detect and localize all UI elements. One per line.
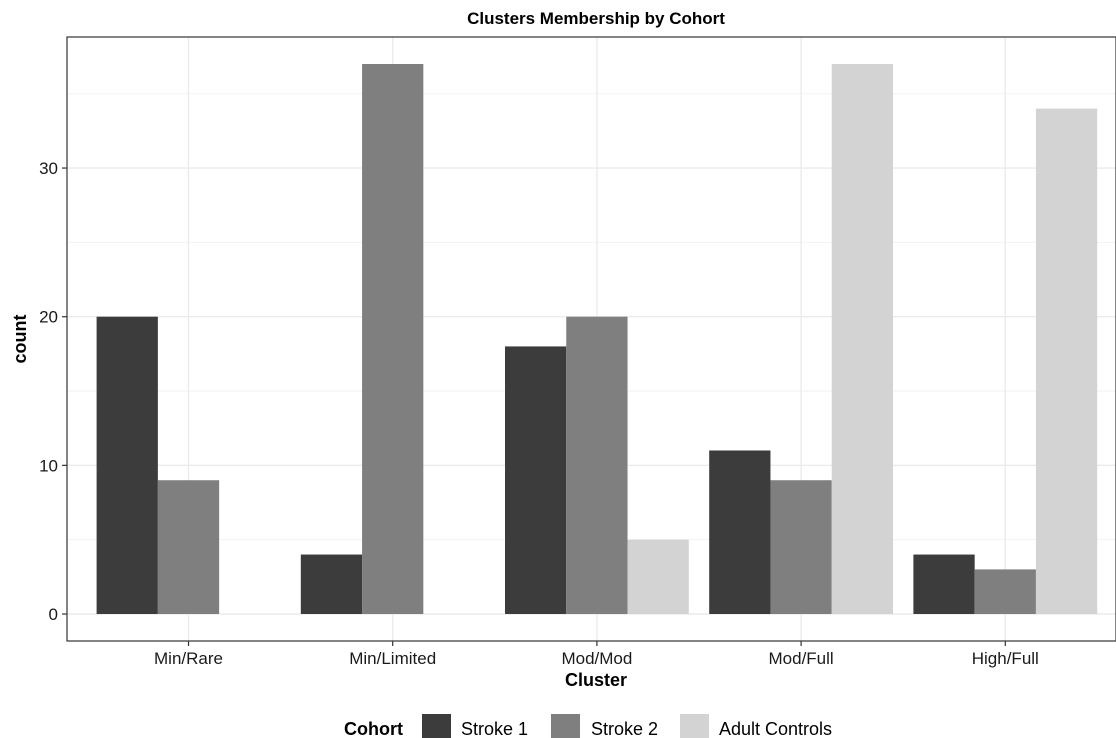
legend-key <box>551 714 580 738</box>
bar <box>913 554 975 614</box>
legend-label: Adult Controls <box>719 719 832 738</box>
legend: Cohort Stroke 1 Stroke 2 Adult Controls <box>344 714 832 738</box>
bar <box>709 450 771 614</box>
y-tick-label: 20 <box>39 308 58 327</box>
x-axis-title: Cluster <box>565 670 627 690</box>
x-tick-label: Mod/Mod <box>561 649 632 668</box>
bar <box>831 64 893 614</box>
bar <box>157 480 220 614</box>
bar <box>96 316 158 614</box>
bar <box>770 480 832 614</box>
legend-key <box>680 714 709 738</box>
y-tick-label: 0 <box>49 605 58 624</box>
y-axis-title: count <box>10 315 30 364</box>
x-tick-label: High/Full <box>972 649 1039 668</box>
bar <box>362 64 424 614</box>
x-axis: Min/Rare Min/Limited Mod/Mod Mod/Full High/F… <box>154 641 1039 668</box>
legend-label: Stroke 2 <box>591 719 658 738</box>
legend-key <box>422 714 451 738</box>
bar <box>627 539 689 614</box>
y-axis: 0 10 20 30 <box>39 159 67 624</box>
y-tick-label: 10 <box>39 456 58 475</box>
y-tick-label: 30 <box>39 159 58 178</box>
chart-title: Clusters Membership by Cohort <box>467 9 725 28</box>
x-tick-label: Mod/Full <box>769 649 834 668</box>
bar <box>300 554 363 614</box>
legend-label: Stroke 1 <box>461 719 528 738</box>
bar <box>566 316 628 614</box>
x-tick-label: Min/Limited <box>349 649 436 668</box>
bars <box>96 64 1098 614</box>
bar <box>505 346 567 614</box>
x-tick-label: Min/Rare <box>154 649 223 668</box>
legend-title: Cohort <box>344 719 403 738</box>
plot-border <box>66 36 1116 642</box>
bar <box>1035 108 1098 614</box>
bar <box>974 569 1036 614</box>
